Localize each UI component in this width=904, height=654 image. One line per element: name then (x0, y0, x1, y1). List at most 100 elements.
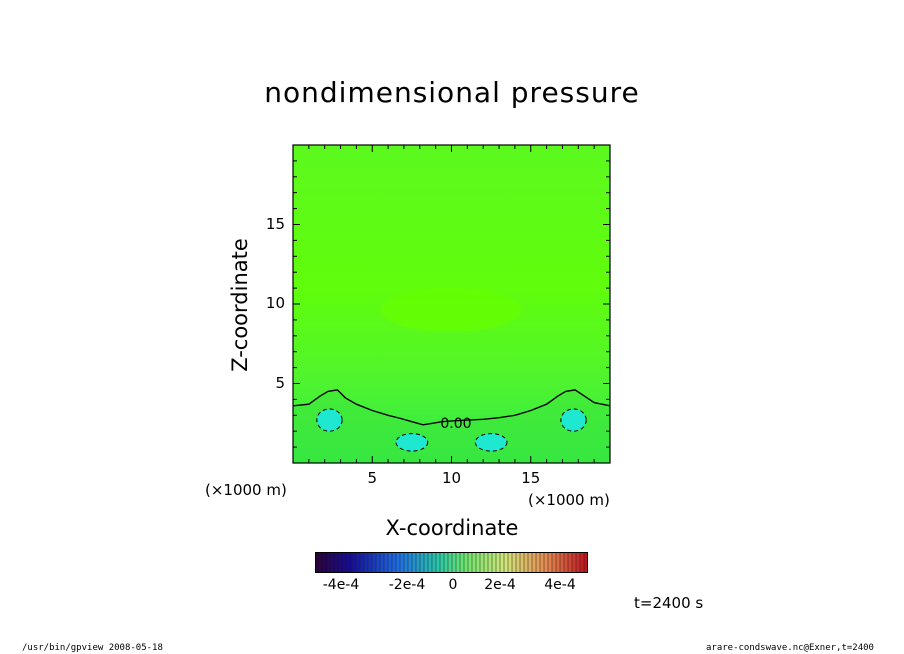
colorbar-stripe (432, 553, 436, 572)
colorbar (315, 552, 588, 573)
y-tick-label: 5 (275, 373, 285, 392)
colorbar-stripe (372, 553, 376, 572)
colorbar-stripe (384, 553, 388, 572)
colorbar-stripe (576, 553, 580, 572)
colorbar-stripe (476, 553, 480, 572)
colorbar-stripe (364, 553, 368, 572)
colorbar-stripe (336, 553, 340, 572)
colorbar-stripe (512, 553, 516, 572)
colorbar-stripe (496, 553, 500, 572)
tick-marks (293, 145, 610, 463)
colorbar-stripe (428, 553, 432, 572)
colorbar-stripe (540, 553, 544, 572)
colorbar-stripe (320, 553, 324, 572)
colorbar-stripe (524, 553, 528, 572)
colorbar-stripe (368, 553, 372, 572)
colorbar-stripe (344, 553, 348, 572)
colorbar-stripe (408, 553, 412, 572)
colorbar-stripe (468, 553, 472, 572)
colorbar-stripe (580, 553, 584, 572)
colorbar-stripe (544, 553, 548, 572)
zero-contour-line (292, 389, 611, 426)
time-label: t=2400 s (634, 594, 704, 612)
colorbar-stripes (315, 553, 588, 572)
colorbar-stripe (488, 553, 492, 572)
x-tick-label: 5 (367, 469, 378, 487)
colorbar-stripe (560, 553, 564, 572)
colorbar-stripe (528, 553, 532, 572)
negative-region (395, 433, 429, 452)
colorbar-stripe (460, 553, 464, 572)
colorbar-stripe (416, 553, 420, 572)
colorbar-stripe (564, 553, 568, 572)
colorbar-stripe (500, 553, 504, 572)
x-axis-label: X-coordinate (385, 516, 519, 540)
colorbar-stripe (332, 553, 336, 572)
colorbar-stripe (508, 553, 512, 572)
colorbar-tick-label: -4e-4 (322, 577, 360, 593)
colorbar-stripe (328, 553, 332, 572)
colorbar-stripe (360, 553, 364, 572)
y-axis-label: Z-coordinate (228, 238, 252, 372)
colorbar-tick-label: 4e-4 (544, 577, 576, 593)
negative-region (560, 408, 587, 432)
upper-bright-region (381, 288, 521, 332)
colorbar-stripe (388, 553, 392, 572)
colorbar-stripe (472, 553, 476, 572)
colorbar-stripe (392, 553, 396, 572)
low-pressure-band (293, 389, 610, 463)
colorbar-stripe (532, 553, 536, 572)
chart-title: nondimensional pressure (264, 76, 640, 109)
colorbar-stripe (536, 553, 540, 572)
colorbar-stripe (404, 553, 408, 572)
colorbar-stripe (396, 553, 400, 572)
colorbar-stripe (464, 553, 468, 572)
y-tick-label: 10 (265, 294, 285, 312)
colorbar-stripe (548, 553, 552, 572)
footer-right: arare-condswave.nc@Exner,t=2400 (706, 643, 874, 653)
colorbar-stripe (440, 553, 444, 572)
y-unit-label: (×1000 m) (205, 481, 287, 499)
x-unit-label: (×1000 m) (528, 491, 610, 509)
colorbar-stripe (456, 553, 460, 572)
colorbar-stripe (552, 553, 556, 572)
colorbar-stripe (448, 553, 452, 572)
colorbar-stripe (420, 553, 424, 572)
colorbar-stripe (504, 553, 508, 572)
colorbar-stripe (568, 553, 572, 572)
colorbar-stripe (400, 553, 404, 572)
colorbar-stripe (316, 553, 320, 572)
colorbar-stripe (376, 553, 380, 572)
colorbar-stripe (556, 553, 560, 572)
colorbar-stripe (452, 553, 456, 572)
colorbar-stripe (352, 553, 356, 572)
colorbar-stripe (516, 553, 520, 572)
colorbar-stripe (348, 553, 352, 572)
colorbar-stripe (380, 553, 384, 572)
plot-area: 0.00 (292, 144, 611, 464)
x-tick-label: 10 (441, 469, 462, 487)
colorbar-stripe (492, 553, 496, 572)
colorbar-tick-label: 0 (448, 577, 458, 593)
negative-region (316, 408, 343, 432)
x-tick-label: 15 (521, 469, 541, 487)
colorbar-stripe (356, 553, 360, 572)
colorbar-stripe (584, 553, 588, 572)
colorbar-stripe (480, 553, 484, 572)
colorbar-stripe (520, 553, 524, 572)
colorbar-stripe (572, 553, 576, 572)
colorbar-frame (315, 552, 588, 573)
negative-region (474, 433, 508, 452)
y-tick-label: 15 (265, 214, 285, 233)
colorbar-stripe (444, 553, 448, 572)
negative-regions (316, 408, 587, 452)
colorbar-tick-label: 2e-4 (484, 577, 516, 593)
colorbar-stripe (484, 553, 488, 572)
footer-left: /usr/bin/gpview 2008-05-18 (22, 643, 163, 653)
colorbar-stripe (424, 553, 428, 572)
contour-label: 0.00 (440, 416, 471, 432)
colorbar-stripe (436, 553, 440, 572)
colorbar-stripe (340, 553, 344, 572)
colorbar-stripe (324, 553, 328, 572)
colorbar-stripe (412, 553, 416, 572)
